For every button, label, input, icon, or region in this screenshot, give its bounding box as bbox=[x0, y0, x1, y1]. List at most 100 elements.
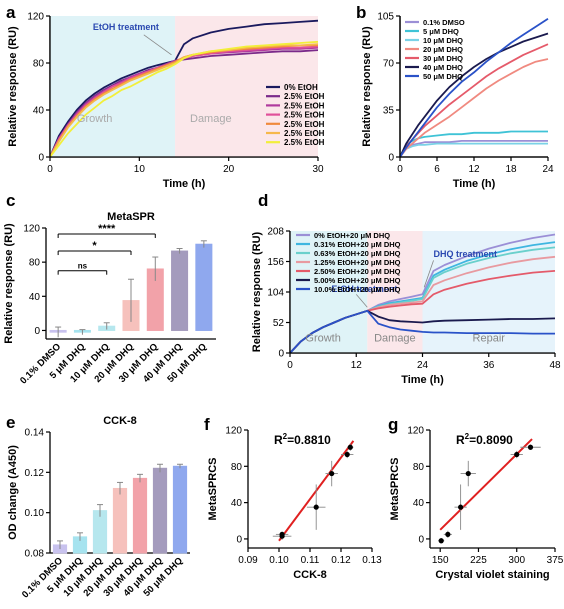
data-point bbox=[347, 444, 353, 450]
data-point bbox=[527, 444, 534, 450]
legend-entry: 0.63% EtOH+20 μM DHQ bbox=[314, 249, 401, 258]
legend-entry: 0.1% DMSO bbox=[423, 18, 465, 27]
series-line bbox=[49, 19, 319, 158]
data-point bbox=[458, 504, 464, 510]
series-line bbox=[289, 309, 555, 354]
x-tick-label: 150 bbox=[432, 555, 449, 566]
legend-entry: 2.50% EtOH+20 μM DHQ bbox=[314, 267, 401, 276]
legend-entry: 5 μM DHQ bbox=[423, 27, 459, 36]
region-label-damage: Damage bbox=[374, 332, 416, 344]
data-point bbox=[438, 538, 444, 544]
x-tick-label: 24 bbox=[417, 360, 429, 371]
legend-entry: 40 μM DHQ bbox=[423, 63, 463, 72]
y-tick-label: 52 bbox=[273, 318, 285, 329]
panel-label-d: d bbox=[258, 191, 268, 210]
bar bbox=[92, 510, 108, 554]
x-axis-label: CCK-8 bbox=[293, 569, 327, 581]
panel-label-a: a bbox=[6, 3, 16, 22]
annotation-arrow bbox=[423, 260, 434, 288]
y-axis-label: MetaSPRCS bbox=[389, 458, 401, 521]
panel-b-chart: 0 35 70 105 0 6 12 18 24 Time (h) Relative respons… bbox=[361, 12, 554, 191]
x-axis-label: Time (h) bbox=[453, 178, 496, 190]
y-tick-label: 40 bbox=[29, 292, 41, 303]
x-axis-label: Time (h) bbox=[401, 374, 444, 386]
r-squared-exponent: 2 bbox=[283, 432, 288, 441]
x-tick-label: 10 bbox=[134, 164, 146, 175]
x-tick-label: 0 bbox=[47, 164, 53, 175]
y-tick-label: 208 bbox=[267, 227, 284, 238]
series-line bbox=[49, 43, 319, 158]
x-tick-label: 30 bbox=[312, 164, 324, 175]
data-point bbox=[329, 470, 335, 477]
bar bbox=[112, 487, 128, 554]
x-tick-label: 0 bbox=[287, 360, 293, 371]
x-tick-label: 0.12 bbox=[331, 555, 351, 566]
panel-label-b: b bbox=[356, 3, 366, 22]
significance-label: * bbox=[92, 240, 97, 252]
y-tick-label: 0 bbox=[278, 349, 284, 360]
legend-entry: 0.31% EtOH+20 μM DHQ bbox=[314, 240, 401, 249]
bar bbox=[152, 467, 168, 554]
x-tick-label: 12 bbox=[468, 164, 480, 175]
y-axis-label: MetaSPRCS bbox=[207, 458, 219, 521]
legend-entry: 0% EtOH+20 μM DHQ bbox=[314, 231, 390, 240]
data-point bbox=[514, 451, 520, 458]
x-tick-label: 36 bbox=[483, 360, 495, 371]
legend-entry: 2.5% EtOH bbox=[284, 129, 325, 138]
r-squared-symbol: R bbox=[274, 433, 283, 447]
x-tick-label: 24 bbox=[542, 164, 554, 175]
y-tick-label: 120 bbox=[27, 12, 44, 23]
y-tick-label: 70 bbox=[383, 59, 395, 70]
significance-label: **** bbox=[98, 223, 116, 235]
r-squared-label: R2=0.8810 bbox=[274, 432, 331, 447]
r-squared-label: R2=0.8090 bbox=[456, 432, 513, 447]
y-tick-label: 80 bbox=[29, 258, 41, 269]
annotation-dhq-treatment: DHQ treatment bbox=[434, 249, 498, 259]
legend-entry: 1.25% EtOH+20 μM DHQ bbox=[314, 258, 401, 267]
bar bbox=[195, 243, 213, 331]
x-tick-label: 0.13 bbox=[362, 555, 382, 566]
annotation-etoh-treatment: EtOH treatment bbox=[331, 284, 397, 294]
data-point bbox=[279, 531, 285, 537]
x-tick-label: 6 bbox=[434, 164, 440, 175]
y-tick-label: 120 bbox=[407, 426, 424, 437]
legend-entry: 2.5% EtOH bbox=[284, 138, 325, 147]
r-squared-exponent: 2 bbox=[465, 432, 470, 441]
x-tick-label: 18 bbox=[505, 164, 517, 175]
bar bbox=[171, 250, 189, 331]
y-axis-label: Relative response (RU) bbox=[3, 223, 15, 344]
chart-title: CCK-8 bbox=[103, 415, 137, 427]
annotation-arrow bbox=[143, 34, 172, 56]
data-point bbox=[465, 470, 471, 477]
y-tick-label: 105 bbox=[377, 12, 394, 23]
legend-entry: 2.5% EtOH bbox=[284, 101, 325, 110]
y-tick-label: 0 bbox=[38, 153, 44, 164]
panel-label-e: e bbox=[6, 413, 15, 432]
x-tick-label: 0 bbox=[397, 164, 403, 175]
series-line bbox=[399, 139, 548, 158]
region-label-repair: Repair bbox=[473, 332, 506, 344]
y-tick-label: 0.14 bbox=[25, 428, 45, 439]
x-tick-label: 12 bbox=[351, 360, 363, 371]
background-region bbox=[290, 231, 368, 353]
panel-label-c: c bbox=[6, 191, 15, 210]
data-point bbox=[313, 504, 319, 510]
legend-entry: 2.5% EtOH bbox=[284, 92, 325, 101]
x-axis-label: Time (h) bbox=[163, 178, 206, 190]
series-line bbox=[399, 32, 549, 158]
panel-label-g: g bbox=[388, 415, 398, 434]
y-tick-label: 156 bbox=[267, 257, 284, 268]
chart-title: MetaSPR bbox=[107, 211, 155, 223]
bar bbox=[172, 465, 188, 554]
y-tick-label: 80 bbox=[33, 59, 45, 70]
annotation-etoh-treatment: EtOH treatment bbox=[93, 22, 159, 32]
x-tick-label: 20 bbox=[223, 164, 235, 175]
data-point bbox=[344, 451, 350, 458]
legend-entry: 0% EtOH bbox=[284, 83, 318, 92]
y-tick-label: 80 bbox=[231, 462, 243, 473]
y-tick-label: 40 bbox=[413, 498, 425, 509]
background-region bbox=[367, 231, 423, 353]
